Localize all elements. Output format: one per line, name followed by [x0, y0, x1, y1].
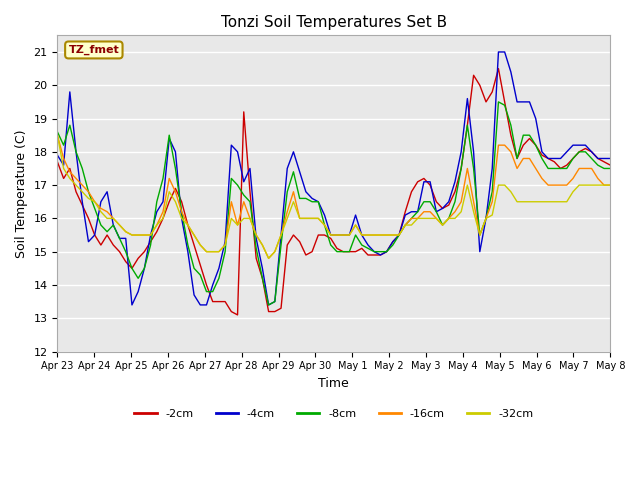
- Text: TZ_fmet: TZ_fmet: [68, 45, 119, 55]
- Title: Tonzi Soil Temperatures Set B: Tonzi Soil Temperatures Set B: [221, 15, 447, 30]
- Y-axis label: Soil Temperature (C): Soil Temperature (C): [15, 129, 28, 258]
- X-axis label: Time: Time: [319, 377, 349, 390]
- Legend: -2cm, -4cm, -8cm, -16cm, -32cm: -2cm, -4cm, -8cm, -16cm, -32cm: [130, 405, 538, 423]
